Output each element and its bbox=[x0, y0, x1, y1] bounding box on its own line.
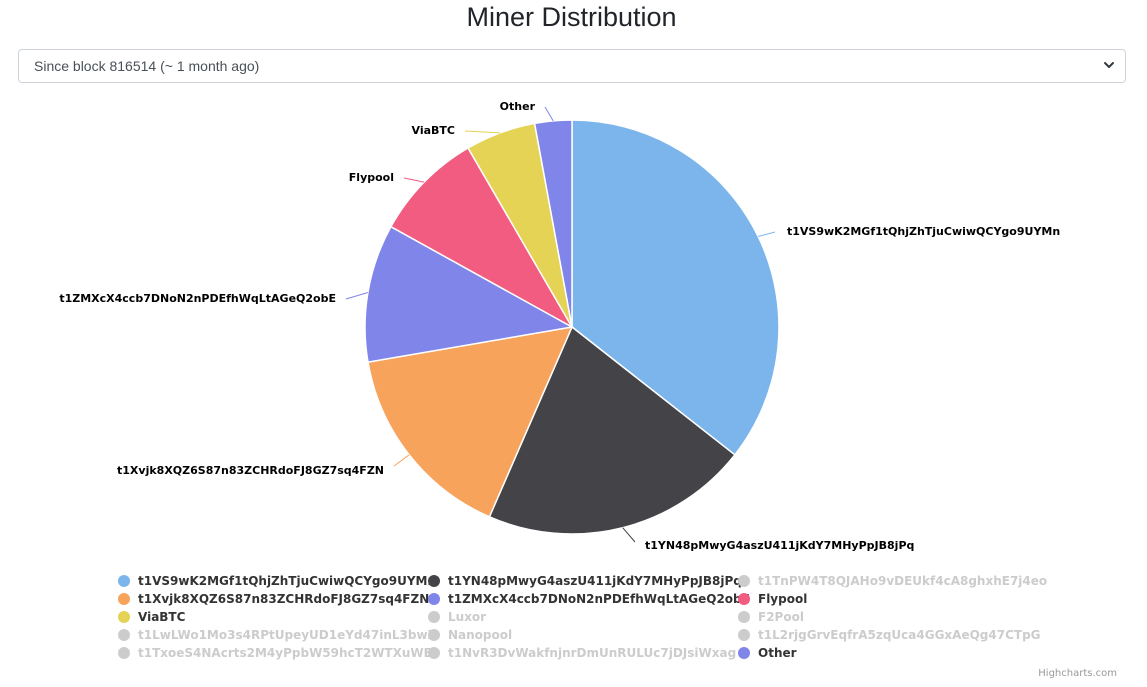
slice-data-label: ViaBTC bbox=[412, 124, 455, 137]
legend-label: t1TnPW4T8QJAHo9vDEUkf4cA8ghxhE7j4eo bbox=[758, 574, 1048, 588]
legend-item[interactable]: Flypool bbox=[738, 591, 1018, 607]
legend-symbol bbox=[118, 647, 130, 659]
legend-label: t1NvR3DvWakfnjnrDmUnRULUc7jDJsiWxag bbox=[448, 646, 737, 660]
legend-item[interactable]: t1TxoeS4NAcrts2M4yPpbW59hcT2WTXuWEv bbox=[118, 645, 440, 661]
legend-item[interactable]: Nanopool bbox=[428, 627, 738, 643]
legend-label: Luxor bbox=[448, 610, 487, 624]
pie-slice[interactable] bbox=[367, 326, 574, 518]
legend-item[interactable]: t1LwLWo1Mo3s4RPtUpeyUD1eYd47inL3bwX bbox=[118, 627, 437, 643]
legend-label: t1VS9wK2MGf1tQhjZhTjuCwiwQCYgo9UYMn bbox=[138, 574, 437, 588]
label-connector bbox=[393, 454, 410, 467]
legend-symbol bbox=[118, 611, 130, 623]
label-connector bbox=[758, 231, 776, 237]
block-range-select-value: Since block 816514 (~ 1 month ago) bbox=[34, 58, 260, 74]
label-connector bbox=[345, 291, 369, 300]
pie-slice[interactable] bbox=[571, 119, 780, 456]
legend-symbol bbox=[118, 575, 130, 587]
legend-symbol bbox=[738, 593, 750, 605]
legend-label: ViaBTC bbox=[138, 610, 186, 624]
legend-label: Other bbox=[758, 646, 797, 660]
legend-label: t1Xvjk8XQZ6S87n83ZCHRdoFJ8GZ7sq4FZN bbox=[138, 592, 430, 606]
data-labels: t1VS9wK2MGf1tQhjZhTjuCwiwQCYgo9UYMn t1YN4… bbox=[59, 100, 1060, 552]
slice-data-label: t1YN48pMwyG4aszU411jKdY7MHyPpJB8jPq bbox=[645, 539, 914, 552]
label-connector bbox=[622, 527, 636, 543]
slice-data-label: t1ZMXcX4ccb7DNoN2nPDEfhWqLtAGeQ2obE bbox=[59, 292, 336, 305]
slice-data-label: t1VS9wK2MGf1tQhjZhTjuCwiwQCYgo9UYMn bbox=[787, 225, 1060, 238]
legend-symbol bbox=[118, 629, 130, 641]
legend-item[interactable]: t1Xvjk8XQZ6S87n83ZCHRdoFJ8GZ7sq4FZN bbox=[118, 591, 430, 607]
legend-label: t1YN48pMwyG4aszU411jKdY7MHyPpJB8jPq bbox=[448, 574, 742, 588]
legend-item[interactable]: ViaBTC bbox=[118, 609, 428, 625]
legend-symbol bbox=[738, 575, 750, 587]
page-title: Miner Distribution bbox=[466, 2, 677, 32]
legend-item[interactable]: t1TnPW4T8QJAHo9vDEUkf4cA8ghxhE7j4eo bbox=[738, 573, 1047, 589]
legend-item[interactable]: t1NvR3DvWakfnjnrDmUnRULUc7jDJsiWxag bbox=[428, 645, 738, 661]
legend-symbol bbox=[738, 629, 750, 641]
legend-item[interactable]: t1L2rjgGrvEqfrA5zqUca4GGxAeQg47CTpG bbox=[738, 627, 1041, 643]
slice-data-label: Other bbox=[500, 100, 536, 113]
legend-label: Nanopool bbox=[448, 628, 513, 642]
chart-legend: t1VS9wK2MGf1tQhjZhTjuCwiwQCYgo9UYMn t1YN4… bbox=[118, 573, 1047, 661]
slice-data-label: t1Xvjk8XQZ6S87n83ZCHRdoFJ8GZ7sq4FZN bbox=[117, 464, 384, 477]
label-connectors bbox=[345, 106, 776, 543]
slice-data-label: Flypool bbox=[349, 171, 394, 184]
legend-symbol bbox=[428, 611, 440, 623]
legend-symbol bbox=[428, 575, 440, 587]
legend-symbol bbox=[738, 647, 750, 659]
legend-item[interactable]: t1YN48pMwyG4aszU411jKdY7MHyPpJB8jPq bbox=[428, 573, 742, 589]
legend-item[interactable]: t1ZMXcX4ccb7DNoN2nPDEfhWqLtAGeQ2obE bbox=[428, 591, 750, 607]
legend-symbol bbox=[118, 593, 130, 605]
legend-label: t1LwLWo1Mo3s4RPtUpeyUD1eYd47inL3bwX bbox=[138, 628, 437, 642]
chevron-down-icon bbox=[1104, 62, 1114, 68]
pie-chart: t1VS9wK2MGf1tQhjZhTjuCwiwQCYgo9UYMn t1YN4… bbox=[59, 100, 1060, 552]
pie-slice[interactable] bbox=[364, 225, 575, 364]
legend-label: t1TxoeS4NAcrts2M4yPpbW59hcT2WTXuWEv bbox=[138, 646, 440, 660]
legend-label: t1L2rjgGrvEqfrA5zqUca4GGxAeQg47CTpG bbox=[758, 628, 1041, 642]
legend-label: Flypool bbox=[758, 592, 808, 606]
legend-item[interactable]: t1VS9wK2MGf1tQhjZhTjuCwiwQCYgo9UYMn bbox=[118, 573, 436, 589]
legend-item[interactable]: Luxor bbox=[428, 609, 738, 625]
legend-item[interactable]: F2Pool bbox=[738, 609, 1018, 625]
legend-symbol bbox=[428, 593, 440, 605]
legend-symbol bbox=[428, 629, 440, 641]
label-connector bbox=[464, 130, 501, 134]
legend-symbol bbox=[738, 611, 750, 623]
pie-slice[interactable] bbox=[488, 325, 736, 535]
highcharts-credits[interactable]: Highcharts.com bbox=[1038, 668, 1117, 679]
legend-label: F2Pool bbox=[758, 610, 804, 624]
legend-symbol bbox=[428, 647, 440, 659]
label-connector bbox=[403, 177, 425, 183]
label-connector bbox=[544, 106, 554, 122]
legend-item[interactable]: Other bbox=[738, 645, 1018, 661]
pie-slices bbox=[364, 119, 780, 535]
block-range-select[interactable]: Since block 816514 (~ 1 month ago) bbox=[18, 49, 1126, 83]
legend-label: t1ZMXcX4ccb7DNoN2nPDEfhWqLtAGeQ2obE bbox=[448, 592, 750, 606]
